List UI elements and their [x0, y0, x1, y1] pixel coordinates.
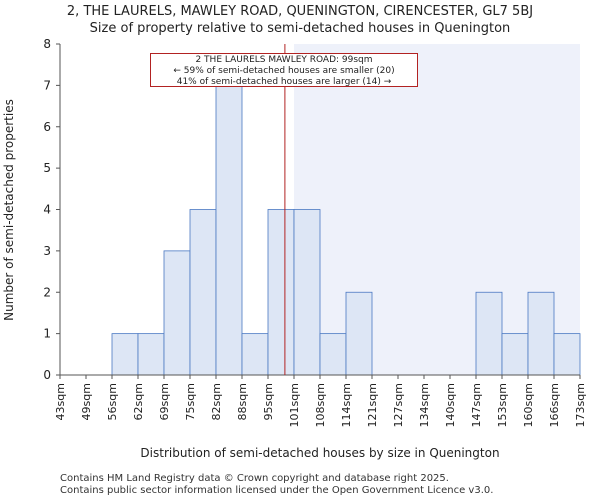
histogram-bar [553, 333, 581, 376]
x-tick-label: 108sqm [314, 383, 327, 427]
x-tick-label: 166sqm [548, 383, 561, 427]
histogram-bar [345, 291, 373, 376]
x-tick-label: 134sqm [418, 383, 431, 427]
x-tick-label: 153sqm [496, 383, 509, 427]
histogram-bar [527, 291, 555, 376]
x-tick-label: 88sqm [236, 383, 249, 420]
histogram-bar [163, 250, 191, 376]
x-tick-label: 75sqm [184, 383, 197, 420]
histogram-bar [267, 209, 295, 376]
footer-line-2: Contains public sector information licen… [60, 485, 494, 496]
annotation-line-1: 2 THE LAURELS MAWLEY ROAD: 99sqm [195, 55, 373, 65]
x-tick-label: 43sqm [54, 383, 67, 420]
histogram-bar [137, 333, 165, 376]
x-tick-label: 49sqm [80, 383, 93, 420]
y-tick-label: 8 [43, 37, 51, 51]
chart-title-line1: 2, THE LAURELS, MAWLEY ROAD, QUENINGTON,… [66, 4, 534, 19]
histogram-bar [501, 333, 529, 376]
histogram-bar [293, 209, 321, 376]
chart-title-line2: Size of property relative to semi-detach… [89, 21, 511, 36]
x-tick-label: 147sqm [470, 383, 483, 427]
x-tick-label: 95sqm [262, 383, 275, 420]
x-tick-label: 140sqm [444, 383, 457, 427]
histogram-bar [189, 209, 217, 376]
x-tick-label: 127sqm [392, 383, 405, 427]
annotation-box: 2 THE LAURELS MAWLEY ROAD: 99sqm ← 59% o… [150, 53, 418, 87]
x-tick-label: 62sqm [132, 383, 145, 420]
y-tick-label: 5 [43, 161, 51, 175]
y-tick-label: 2 [43, 285, 51, 299]
x-tick-label: 173sqm [574, 383, 587, 427]
x-axis-label: Distribution of semi-detached houses by … [140, 446, 500, 460]
y-tick-label: 1 [43, 327, 51, 341]
histogram-bar [215, 84, 243, 376]
footer-line-1: Contains HM Land Registry data © Crown c… [60, 473, 449, 484]
x-tick-label: 101sqm [288, 383, 301, 427]
histogram-bar [319, 333, 347, 376]
y-tick-label: 7 [43, 78, 51, 92]
x-tick-label: 114sqm [340, 383, 353, 427]
x-tick-label: 82sqm [210, 383, 223, 420]
histogram-bar [475, 291, 503, 376]
y-tick-label: 6 [43, 120, 51, 134]
histogram-bar [241, 333, 269, 376]
x-tick-label: 69sqm [158, 383, 171, 420]
x-tick-label: 121sqm [366, 383, 379, 427]
y-tick-label: 3 [43, 244, 51, 258]
annotation-line-2: ← 59% of semi-detached houses are smalle… [173, 66, 395, 76]
annotation-line-3: 41% of semi-detached houses are larger (… [176, 77, 392, 87]
y-axis-label: Number of semi-detached properties [2, 99, 16, 321]
y-tick-label: 0 [43, 368, 51, 382]
histogram-bar [111, 333, 139, 376]
y-tick-label: 4 [43, 203, 51, 217]
x-tick-label: 160sqm [522, 383, 535, 427]
x-tick-label: 56sqm [106, 383, 119, 420]
